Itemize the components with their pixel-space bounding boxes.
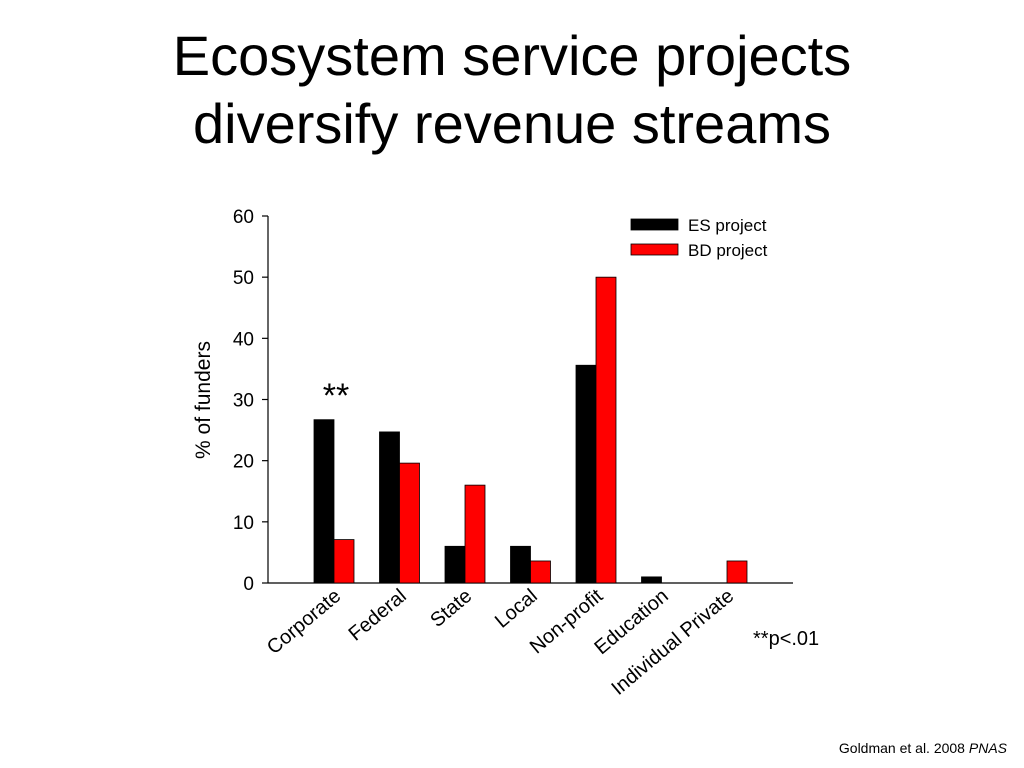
x-tick-label: Local: [491, 585, 542, 633]
x-tick-label: Corporate: [263, 585, 345, 659]
y-axis-label: % of funders: [192, 341, 215, 459]
y-tick-label: 30: [233, 391, 254, 412]
bar-es-education: [641, 576, 662, 584]
slide-title-line-2: diversify revenue streams: [192, 92, 831, 155]
legend-label-bd: BD project: [688, 241, 768, 260]
bar-bd-corporate: [333, 539, 355, 584]
bar-es-corporate: [313, 419, 335, 584]
significance-marker: **: [323, 377, 349, 415]
bar-bd-individual-private: [726, 560, 748, 584]
y-tick-label: 10: [233, 513, 254, 534]
bar-bd-federal: [399, 462, 420, 584]
citation-journal: PNAS: [968, 740, 1007, 756]
y-tick-label: 40: [233, 329, 254, 350]
citation: Goldman et al. 2008 PNAS: [839, 740, 1007, 756]
legend-swatch-bd: [630, 243, 679, 256]
legend-label-es: ES project: [688, 216, 767, 235]
bar-es-local: [510, 545, 531, 584]
citation-text: Goldman et al. 2008: [838, 740, 965, 756]
x-tick-label: State: [426, 585, 476, 632]
bar-bd-local: [530, 560, 551, 584]
y-tick-label: 0: [243, 574, 254, 595]
significance-note: **p<.01: [753, 628, 819, 650]
y-tick-label: 50: [233, 268, 254, 289]
bar-bd-state: [464, 484, 486, 584]
bar-es-federal: [379, 431, 400, 584]
y-tick-label: 60: [233, 207, 254, 228]
bar-es-state: [444, 545, 466, 584]
bar-es-non-profit: [575, 364, 597, 584]
y-tick-label: 20: [233, 452, 254, 473]
x-tick-label: Federal: [345, 585, 411, 645]
legend-swatch-es: [630, 218, 679, 231]
bar-bd-non-profit: [595, 276, 617, 584]
slide-title-line-1: Ecosystem service projects: [172, 24, 852, 87]
x-tick-label: Individual Private: [607, 585, 738, 700]
slide-title: Ecosystem service projects diversify rev…: [0, 22, 1024, 158]
